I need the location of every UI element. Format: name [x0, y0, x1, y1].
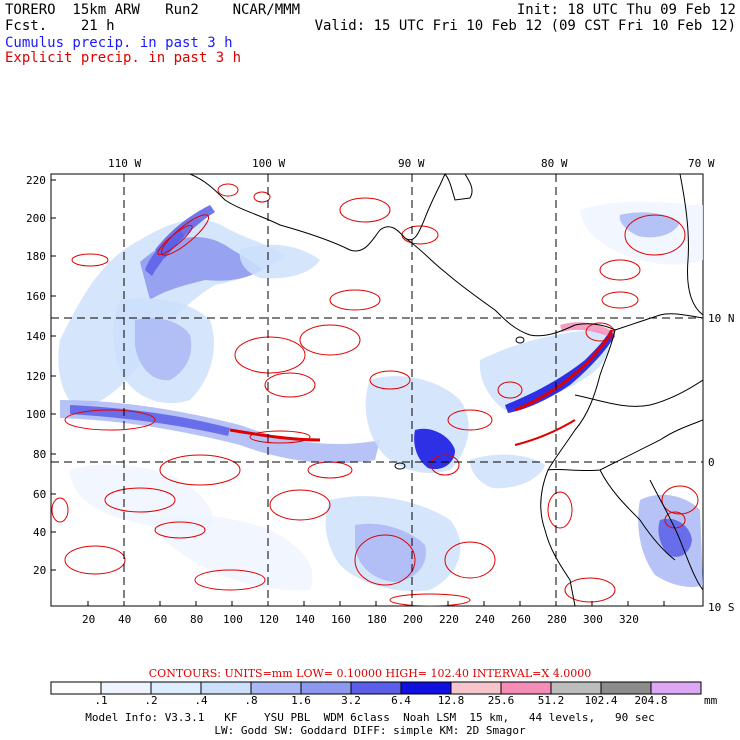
lat-label: 10 N: [708, 312, 735, 325]
y-tick-label: 200: [26, 212, 46, 225]
y-tick-label: 80: [33, 448, 47, 461]
valid-time: Valid: 15 UTC Fri 10 Feb 12 (09 CST Fri …: [314, 18, 736, 34]
explicit-legend: Explicit precip. in past 3 h: [5, 50, 242, 66]
x-tick-label: 280: [547, 613, 567, 626]
colorbar-box: [350, 681, 402, 695]
x-tick-label: 80: [190, 613, 204, 626]
colorbar-label: 6.4: [391, 694, 411, 707]
explicit-precip-contours: [51, 183, 699, 606]
colorbar-box: [550, 681, 602, 695]
lat-lon-grid: [51, 174, 703, 606]
colorbar-box: [650, 681, 702, 695]
colorbar-box: [200, 681, 252, 695]
y-tick-label: 60: [33, 488, 47, 501]
colorbar-label: 102.4: [584, 694, 618, 707]
precip-region-central-core: [135, 318, 192, 381]
y-tick-label: 220: [26, 174, 46, 187]
colorbar-label: .4: [194, 694, 208, 707]
model-title: TORERO 15km ARW Run2 NCAR/MMM: [5, 2, 301, 18]
precip-band-itcz-core: [70, 405, 230, 436]
coastlines: [189, 174, 703, 606]
precip-band-nw-core: [140, 236, 262, 300]
contours-description: CONTOURS: UNITS=mm LOW= 0.10000 HIGH= 10…: [148, 667, 592, 680]
precip-region-south-2: [150, 514, 313, 591]
precip-region-ecuador: [470, 454, 545, 489]
precip-streak-colombia: [505, 330, 615, 413]
precip-region-se-core: [658, 518, 692, 557]
x-tick-label: 100: [223, 613, 243, 626]
x-tick-label: 200: [403, 613, 423, 626]
colorbar-label: .8: [244, 694, 258, 707]
x-tick-label: 220: [439, 613, 459, 626]
precip-region-south: [70, 464, 213, 532]
y-tick-label: 100: [26, 408, 46, 421]
colorbar-label: 25.6: [487, 694, 515, 707]
lat-label: 0: [708, 456, 715, 469]
y-tick-label: 140: [26, 330, 46, 343]
x-tick-label: 180: [367, 613, 387, 626]
model-info-line1: Model Info: V3.3.1 KF YSU PBL WDM 6class…: [85, 711, 655, 724]
precip-region-east-core: [414, 428, 455, 470]
colorbar-label: .1: [94, 694, 108, 707]
x-tick-label: 300: [583, 613, 603, 626]
colorbar-box: [150, 681, 202, 695]
y-tick-label: 120: [26, 370, 46, 383]
lon-label: 80 W: [541, 157, 568, 170]
y-tick-label: 160: [26, 290, 46, 303]
precip-region-sw-core: [355, 523, 426, 582]
x-tick-label: 20: [82, 613, 96, 626]
y-tick-label: 180: [26, 250, 46, 263]
colorbar-label: 1.6: [291, 694, 311, 707]
colorbar-box: [450, 681, 502, 695]
colorbar-label: 51.2: [537, 694, 565, 707]
colorbar-label: 3.2: [341, 694, 361, 707]
precip-region-colombia: [479, 330, 609, 410]
colorbar-box: [500, 681, 552, 695]
forecast-hour: Fcst. 21 h: [5, 18, 115, 34]
x-tick-label: 260: [511, 613, 531, 626]
cumulus-precip-shading: [58, 201, 703, 592]
colorbar-label: .2: [144, 694, 158, 707]
x-tick-label: 140: [295, 613, 315, 626]
colorbar-label: 12.8: [437, 694, 465, 707]
cumulus-legend: Cumulus precip. in past 3 h: [5, 35, 233, 51]
colorbar-box: [300, 681, 352, 695]
colorbar-box: [100, 681, 152, 695]
y-tick-label: 20: [33, 564, 47, 577]
model-info-line2: LW: Godd SW: Goddard DIFF: simple KM: 2D…: [214, 724, 526, 737]
x-tick-label: 40: [118, 613, 132, 626]
lon-label: 90 W: [398, 157, 425, 170]
x-tick-label: 320: [619, 613, 639, 626]
colorbar-box: [250, 681, 302, 695]
x-tick-label: 240: [475, 613, 495, 626]
colorbar-box: [50, 681, 102, 695]
precip-region-pacific-n: [239, 244, 320, 279]
colorbar-box: [400, 681, 452, 695]
lon-label: 100 W: [252, 157, 286, 170]
axis-ticks: [51, 179, 665, 606]
y-tick-label: 40: [33, 526, 47, 539]
colorbar-unit: mm: [704, 694, 718, 707]
colorbar-label: 204.8: [634, 694, 668, 707]
lat-label: 10 S: [708, 601, 735, 614]
precip-region-caribbean-core: [619, 212, 680, 238]
colorbar-box: [600, 681, 652, 695]
x-tick-label: 120: [259, 613, 279, 626]
lon-label: 70 W: [688, 157, 715, 170]
lon-label: 110 W: [108, 157, 142, 170]
x-tick-label: 60: [154, 613, 168, 626]
init-time: Init: 18 UTC Thu 09 Feb 12: [516, 2, 736, 18]
x-tick-label: 160: [331, 613, 351, 626]
colorbar: [50, 681, 702, 695]
